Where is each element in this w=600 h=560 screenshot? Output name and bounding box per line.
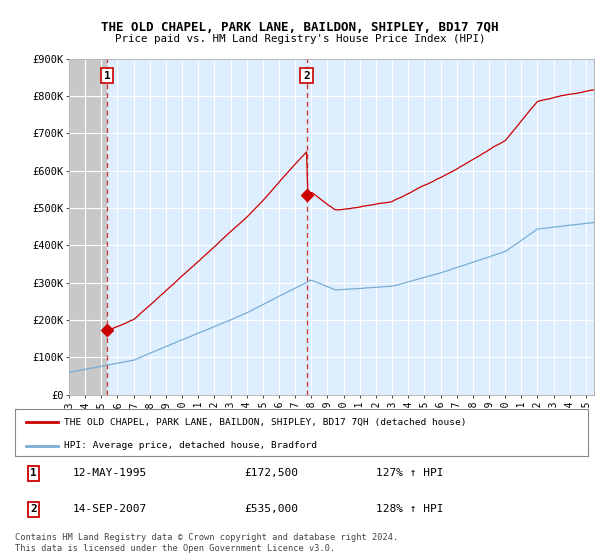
Bar bbox=[69, 59, 107, 395]
Text: 1: 1 bbox=[104, 71, 110, 81]
Text: THE OLD CHAPEL, PARK LANE, BAILDON, SHIPLEY, BD17 7QH (detached house): THE OLD CHAPEL, PARK LANE, BAILDON, SHIP… bbox=[64, 418, 466, 427]
Text: 2: 2 bbox=[30, 505, 37, 515]
Text: 2: 2 bbox=[303, 71, 310, 81]
Text: 14-SEP-2007: 14-SEP-2007 bbox=[73, 505, 146, 515]
Text: THE OLD CHAPEL, PARK LANE, BAILDON, SHIPLEY, BD17 7QH: THE OLD CHAPEL, PARK LANE, BAILDON, SHIP… bbox=[101, 21, 499, 34]
Text: £172,500: £172,500 bbox=[244, 468, 298, 478]
Text: £535,000: £535,000 bbox=[244, 505, 298, 515]
Text: 12-MAY-1995: 12-MAY-1995 bbox=[73, 468, 146, 478]
Text: 128% ↑ HPI: 128% ↑ HPI bbox=[376, 505, 443, 515]
Text: 1: 1 bbox=[30, 468, 37, 478]
Text: Price paid vs. HM Land Registry's House Price Index (HPI): Price paid vs. HM Land Registry's House … bbox=[115, 34, 485, 44]
Text: Contains HM Land Registry data © Crown copyright and database right 2024.: Contains HM Land Registry data © Crown c… bbox=[15, 533, 398, 542]
Text: 127% ↑ HPI: 127% ↑ HPI bbox=[376, 468, 443, 478]
Text: HPI: Average price, detached house, Bradford: HPI: Average price, detached house, Brad… bbox=[64, 441, 317, 450]
Text: This data is licensed under the Open Government Licence v3.0.: This data is licensed under the Open Gov… bbox=[15, 544, 335, 553]
